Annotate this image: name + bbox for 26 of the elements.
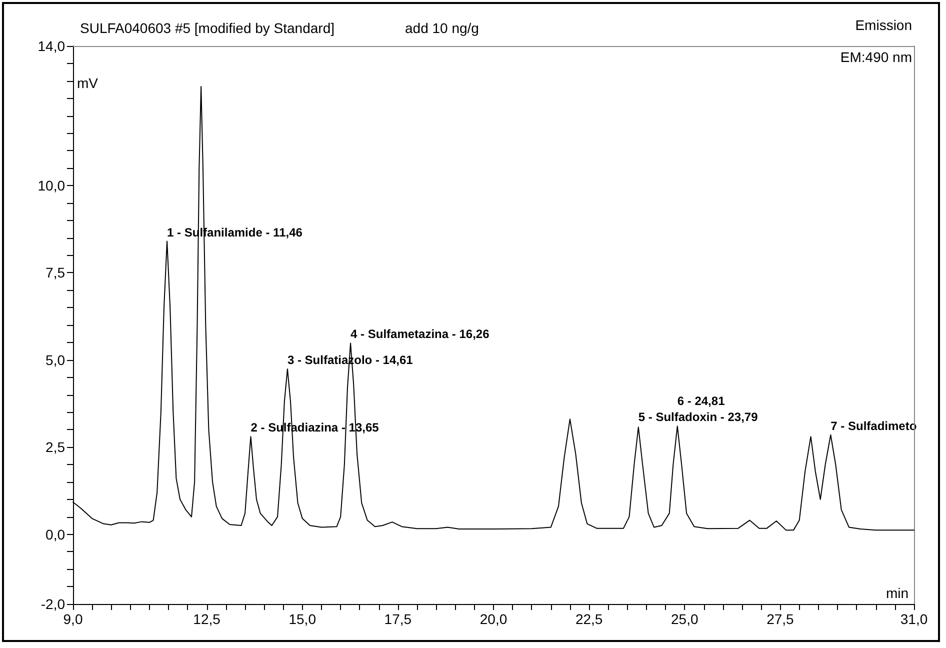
x-tick-label: 17,5 <box>384 611 412 627</box>
y-tick-label: -2,0 <box>40 596 66 612</box>
y-axis-title: mV <box>77 75 99 91</box>
annotation: 5 - Sulfadoxin - 23,79 <box>638 410 758 424</box>
y-tick-label: 2,5 <box>46 439 66 456</box>
text: Emission <box>855 17 912 33</box>
x-tick-label: 9,0 <box>63 611 83 627</box>
x-tick-label: 20,0 <box>480 611 508 627</box>
y-tick-label: 0,0 <box>46 526 66 542</box>
y-tick-label: 5,0 <box>46 352 66 368</box>
x-axis-title: min <box>886 585 909 601</box>
chart-subtitle: add 10 ng/g <box>405 20 479 36</box>
y-tick-label: 14,0 <box>38 38 66 54</box>
annotation: EM:490 nm <box>840 49 912 65</box>
y-tick-label: 7,5 <box>46 264 66 281</box>
annotation: 4 - Sulfametazina - 16,26 <box>350 327 490 342</box>
x-tick-label: 22,5 <box>575 611 603 627</box>
x-tick-label: 15,0 <box>288 611 316 627</box>
x-tick-label: 31,0 <box>900 611 928 627</box>
y-tick-label: 10,0 <box>38 178 66 194</box>
x-tick-label: 27,5 <box>766 611 794 627</box>
x-tick-label: 25,0 <box>671 611 698 627</box>
annotation: 6 - 24,81 <box>677 394 726 408</box>
x-tick-label: 12,5 <box>193 611 221 627</box>
chart-title: SULFA040603 #5 [modified by Standard] <box>80 20 335 36</box>
annotation: 7 - Sulfadimeto <box>830 418 917 433</box>
